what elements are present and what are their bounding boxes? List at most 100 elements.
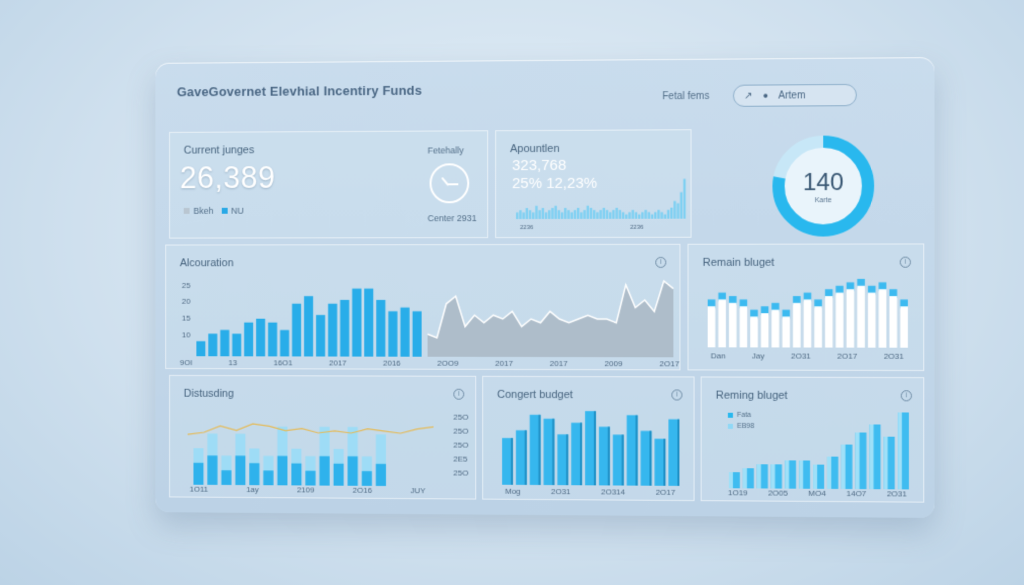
allocation-bar — [376, 300, 385, 357]
allocation-chart — [195, 281, 673, 357]
remain-bar — [793, 303, 801, 348]
y-tick: 25O — [453, 427, 468, 436]
remain-bar — [879, 289, 887, 347]
spark-bar — [516, 212, 518, 219]
spark-bar — [538, 210, 540, 219]
spark-bar — [616, 208, 618, 219]
dist-bar — [193, 463, 203, 485]
spark-bar — [532, 212, 534, 219]
x-tick-label: 2109 — [297, 485, 315, 494]
content-bar-shade — [636, 415, 638, 485]
spark-bar — [551, 208, 553, 219]
remain-bar — [782, 317, 790, 348]
page-title: GaveGovernet Elevhial Incentiry Funds — [177, 83, 422, 99]
content-bar-shade — [539, 415, 541, 485]
content-budget-x-axis: Mog 2O31 2O314 2O17 — [505, 487, 675, 497]
x-tick-label: 1O11 — [190, 485, 209, 494]
spark-bar — [648, 212, 650, 219]
x-tick-label: 2O31 — [887, 489, 907, 498]
x-tick-label: 2O17 — [656, 488, 676, 497]
x-tick-label: 2O31 — [884, 352, 904, 361]
remaining-bar-highlight — [785, 460, 789, 488]
spark-bar — [542, 208, 544, 219]
y-tick: 25O — [453, 441, 468, 450]
spark-bar — [606, 210, 608, 219]
allocation-bar — [388, 311, 397, 356]
remain-budget-title: Remain bluget — [703, 257, 775, 269]
dist-bar — [235, 456, 245, 485]
dist-bar — [277, 456, 287, 485]
current-value: 26,389 — [180, 160, 276, 196]
remaining-budget-chart — [728, 408, 911, 490]
remaining-bar-highlight — [743, 468, 747, 488]
spark-bar — [635, 212, 637, 219]
current-legend: Bkeh NU — [184, 206, 244, 216]
legend-label-1: Bkeh — [193, 206, 213, 216]
info-icon[interactable]: i — [901, 390, 912, 401]
allocation-bar — [280, 330, 289, 356]
distusding-panel: Distusding i 25O 25O 25O 2E5 25O 1O11 1ay… — [169, 375, 476, 500]
header-button[interactable]: ↗ ● Artem — [733, 84, 857, 107]
gauge-value: 140 — [769, 169, 877, 198]
dist-bar — [305, 471, 315, 486]
spark-bar — [654, 212, 656, 219]
allocation-x-axis: 9OI 13 16O1 2017 2016 2OO9 2017 2017 2009 2O17 — [180, 358, 680, 368]
remaining-bar-highlight — [729, 472, 733, 488]
content-budget-chart — [501, 407, 681, 486]
allocation-area — [428, 281, 674, 357]
current-footer: Center 2931 — [428, 213, 477, 223]
dist-bar — [348, 456, 358, 485]
gauge-label: Karte — [769, 197, 877, 204]
spark-bar — [625, 214, 627, 218]
info-icon[interactable]: i — [900, 257, 911, 268]
spark-bar — [609, 212, 611, 219]
dist-bar — [291, 463, 301, 485]
content-bar-shade — [622, 435, 624, 486]
gauge-widget: 140 Karte — [769, 132, 877, 239]
distusding-title: Distusding — [184, 388, 234, 400]
remain-bar — [772, 310, 780, 348]
x-tick-label: Jay — [752, 351, 765, 360]
allocation-bar — [400, 308, 409, 357]
spark-bar — [574, 210, 576, 219]
remain-budget-panel: Remain bluget i Dan Jay 2O31 2O17 2O31 — [688, 243, 925, 371]
x-tick-label: 2O17 — [837, 352, 857, 361]
spark-bar — [593, 210, 595, 219]
spark-bar — [561, 212, 563, 219]
x-tick-label: 2O31 — [551, 487, 571, 496]
remain-bar — [761, 313, 769, 347]
x-tick-label: 2O05 — [768, 488, 788, 497]
spark-bar — [577, 208, 579, 219]
distusding-chart — [188, 412, 446, 487]
y-tick: 2E5 — [453, 455, 467, 464]
allocation-bar — [364, 289, 373, 357]
y-tick: 25 — [182, 281, 191, 290]
dist-bar — [319, 456, 329, 485]
info-icon[interactable]: i — [671, 389, 682, 400]
x-tick-label: 2017 — [329, 359, 347, 368]
allocation-bar — [328, 304, 337, 357]
x-tick-label: 16O1 — [273, 358, 292, 367]
allocation-bar — [244, 322, 253, 356]
spark-bar — [619, 210, 621, 219]
y-tick: 20 — [182, 297, 191, 306]
spark-tick-1: 2236 — [520, 225, 533, 231]
allocation-bar — [304, 296, 313, 356]
appointment-value-1: 323,768 — [512, 157, 566, 174]
remaining-bar-highlight — [898, 412, 902, 489]
allocation-bar — [412, 311, 421, 356]
spark-bar — [657, 210, 659, 219]
spark-bar — [603, 208, 605, 219]
spark-bar — [548, 210, 550, 219]
remaining-bar-highlight — [884, 437, 888, 490]
spark-bar — [667, 210, 669, 219]
allocation-bar — [316, 315, 325, 357]
x-tick-label: 2017 — [550, 359, 568, 368]
info-icon[interactable]: i — [453, 389, 464, 400]
spark-bar — [564, 208, 566, 219]
spark-bar — [683, 179, 685, 219]
dist-bar — [362, 471, 372, 486]
info-icon[interactable]: i — [655, 257, 666, 268]
dist-bar — [221, 470, 231, 485]
remain-bar — [900, 306, 908, 347]
